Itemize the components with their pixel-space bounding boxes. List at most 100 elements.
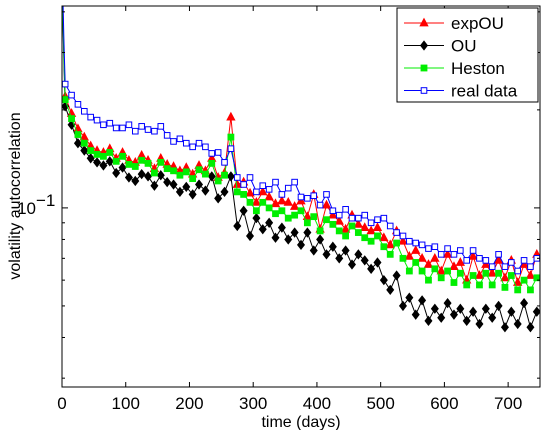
data-point-expou	[436, 265, 446, 275]
data-point-expou	[455, 257, 466, 266]
legend-label: OU	[451, 37, 477, 56]
data-point-heston	[144, 159, 152, 167]
data-point-real-data	[495, 251, 502, 258]
data-point-real-data	[163, 132, 171, 139]
data-point-ou	[347, 259, 356, 270]
data-point-heston	[297, 207, 305, 215]
data-point-heston	[252, 207, 260, 215]
data-point-real-data	[482, 257, 490, 264]
data-point-ou	[430, 303, 439, 314]
y-tick-label: 10	[17, 199, 36, 218]
y-tick-label-exponent: −1	[36, 191, 55, 210]
data-point-real-data	[221, 159, 228, 166]
data-point-heston	[131, 163, 139, 170]
data-point-ou	[341, 245, 350, 256]
data-point-expou	[379, 232, 389, 242]
data-point-heston	[284, 214, 292, 222]
data-point-heston	[265, 204, 273, 212]
data-point-expou	[500, 272, 510, 282]
data-point-real-data	[418, 241, 426, 249]
data-point-ou	[239, 205, 248, 216]
data-point-real-data	[329, 207, 337, 215]
data-point-heston	[272, 210, 279, 218]
data-point-ou	[411, 309, 420, 320]
data-point-ou	[265, 217, 274, 228]
data-point-ou	[271, 232, 280, 243]
data-point-ou	[112, 167, 121, 179]
data-point-ou	[156, 170, 165, 181]
series-real-data	[62, 6, 540, 275]
data-point-real-data	[265, 186, 273, 193]
data-point-expou	[398, 235, 408, 245]
data-point-ou	[373, 257, 382, 268]
data-point-ou	[469, 306, 478, 317]
data-point-heston	[163, 165, 171, 173]
x-tick-label: 200	[175, 394, 203, 413]
data-point-expou	[423, 259, 434, 268]
data-point-heston	[246, 198, 254, 206]
data-point-ou	[99, 160, 108, 171]
data-point-ou	[328, 241, 337, 252]
data-point-heston	[354, 229, 362, 236]
data-point-real-data	[335, 211, 343, 219]
data-point-heston	[405, 267, 413, 275]
data-point-real-data	[81, 107, 88, 115]
data-point-ou	[462, 315, 471, 326]
legend-item-real-data: real data	[404, 82, 518, 101]
data-point-heston	[74, 131, 82, 138]
data-point-heston	[221, 171, 228, 179]
data-point-expou	[417, 252, 427, 262]
data-point-heston	[444, 267, 451, 275]
data-point-real-data	[348, 214, 356, 222]
data-point-real-data	[214, 149, 222, 156]
data-point-real-data	[291, 178, 298, 186]
data-point-heston	[182, 168, 190, 176]
data-point-expou	[411, 245, 421, 254]
x-tick-label: 500	[366, 394, 394, 413]
data-point-ou	[354, 249, 363, 260]
data-point-ou	[449, 309, 458, 320]
data-point-ou	[335, 253, 344, 264]
data-point-expou	[245, 187, 255, 197]
data-point-expou	[372, 222, 383, 231]
data-point-real-data	[195, 139, 203, 147]
data-point-heston	[482, 269, 490, 277]
data-point-heston	[386, 250, 394, 258]
data-point-expou	[430, 252, 440, 262]
data-point-real-data	[323, 191, 330, 198]
data-point-heston	[310, 213, 318, 221]
data-point-ou	[86, 153, 95, 164]
data-point-ou	[188, 189, 197, 200]
series-layer	[62, 6, 540, 333]
data-point-ou	[226, 171, 235, 182]
data-point-ou	[277, 222, 286, 233]
data-point-ou	[392, 270, 401, 281]
data-point-heston	[112, 157, 120, 165]
data-point-heston	[233, 188, 241, 196]
data-point-ou	[437, 312, 446, 323]
data-point-heston	[93, 150, 101, 158]
data-point-heston	[80, 139, 88, 147]
data-point-ou	[80, 145, 89, 156]
data-point-real-data	[444, 245, 451, 252]
data-point-real-data	[176, 135, 184, 143]
data-point-real-data	[151, 127, 158, 135]
data-point-real-data	[125, 121, 133, 129]
data-point-heston	[176, 171, 184, 179]
legend-item-expou: expOU	[404, 14, 504, 33]
data-point-heston	[380, 243, 388, 251]
data-point-expou	[468, 250, 478, 260]
data-point-ou	[175, 186, 184, 198]
data-point-expou	[360, 222, 370, 231]
data-point-expou	[340, 223, 351, 233]
data-point-real-data	[233, 174, 241, 181]
data-point-real-data	[182, 139, 190, 147]
data-point-heston	[316, 227, 324, 235]
data-point-ou	[367, 263, 376, 274]
data-point-heston	[361, 234, 369, 242]
legend: expOU OU Heston real data	[396, 7, 539, 103]
data-point-ou	[418, 295, 427, 306]
data-point-real-data	[106, 119, 114, 127]
data-point-real-data	[355, 214, 362, 222]
data-point-ou	[303, 227, 312, 238]
